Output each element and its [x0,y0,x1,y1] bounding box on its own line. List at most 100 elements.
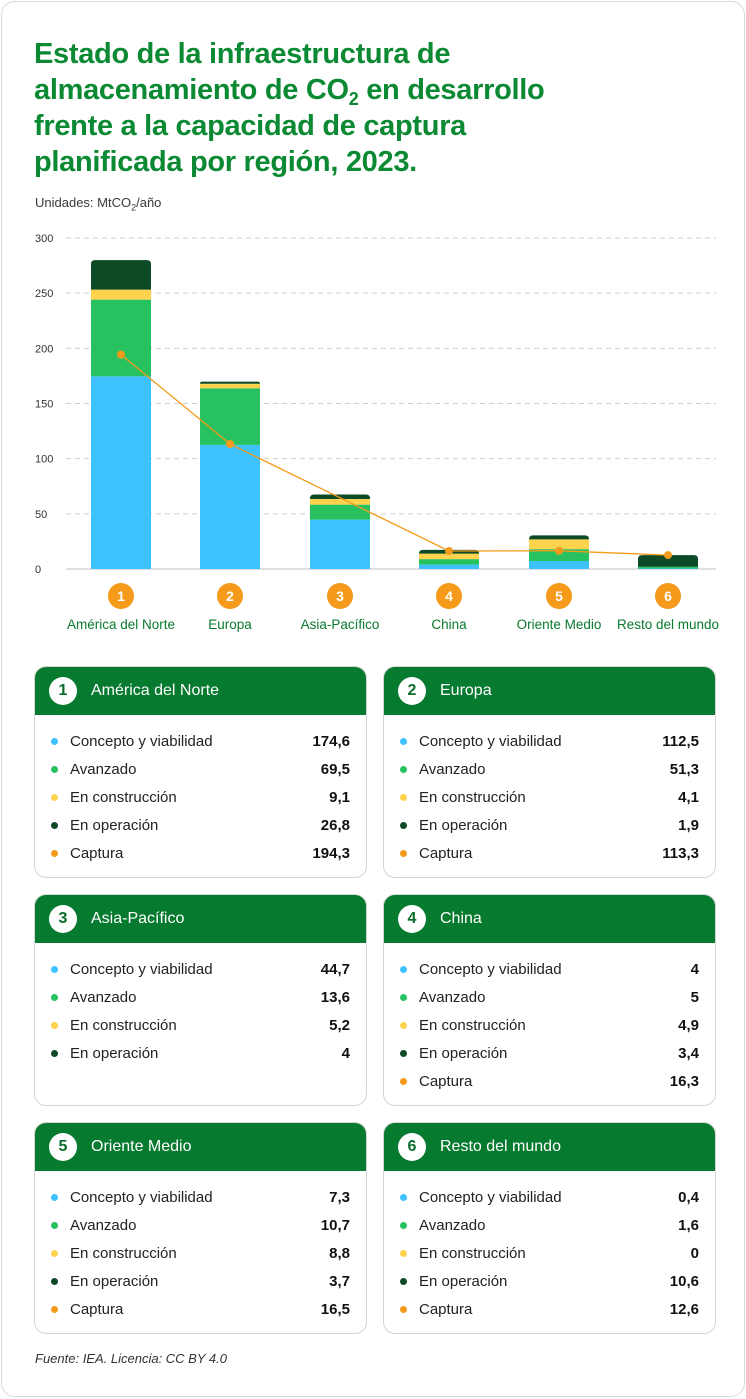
legend-dot-icon [400,994,407,1001]
legend-dot-icon [51,794,58,801]
bar-segment-concepto [529,561,589,569]
row-label: Captura [419,1301,670,1318]
bar-segment-construccion [310,499,370,505]
row-label: Concepto y viabilidad [70,961,321,978]
row-label: Avanzado [419,761,670,778]
capture-point [664,551,672,559]
row-label: Avanzado [70,1217,321,1234]
bar-segment-avanzado [310,505,370,520]
row-label: Avanzado [419,1217,678,1234]
legend-dot-icon [51,1306,58,1313]
row-label: Concepto y viabilidad [70,733,312,750]
title-line-3: frente a la capacidad de captura [34,110,466,142]
legend-dot-icon [51,1278,58,1285]
row-value: 1,6 [678,1217,699,1234]
category-number: 5 [555,588,563,604]
row-value: 5 [691,989,699,1006]
row-value: 10,7 [321,1217,350,1234]
row-label: Concepto y viabilidad [419,1189,678,1206]
card-title: Asia-Pacífico [91,910,184,928]
capture-point [445,547,453,555]
row-label: En construcción [419,1017,678,1034]
legend-dot-icon [51,994,58,1001]
bar-segment-concepto [310,520,370,569]
row-value: 3,7 [329,1273,350,1290]
legend-dot-icon [400,850,407,857]
capture-point [226,440,234,448]
row-value: 4,1 [678,789,699,806]
legend-dot-icon [51,738,58,745]
card-number-badge: 6 [398,1133,426,1161]
row-label: En operación [70,1273,329,1290]
units-prefix: Unidades: MtCO [35,195,131,210]
row-label: Captura [419,1073,670,1090]
card-title: Europa [440,682,492,700]
row-value: 13,6 [321,989,350,1006]
row-value: 9,1 [329,789,350,806]
bar-segment-operacion [91,260,151,290]
row-value: 113,3 [662,845,699,862]
category-number: 4 [445,588,453,604]
category-number: 1 [117,588,125,604]
row-value: 0,4 [678,1189,699,1206]
category-number: 3 [336,588,344,604]
y-tick-label: 300 [35,233,53,245]
row-label: Avanzado [70,761,321,778]
row-value: 5,2 [329,1017,350,1034]
category-number: 6 [664,588,672,604]
row-value: 16,3 [670,1073,699,1090]
bar-segment-avanzado [419,559,479,565]
row-value: 3,4 [678,1045,699,1062]
row-label: Captura [70,845,312,862]
row-label: En construcción [419,1245,691,1262]
category-label: América del Norte [67,617,175,632]
legend-dot-icon [51,1194,58,1201]
row-value: 4,9 [678,1017,699,1034]
bar-segment-operacion [529,535,589,539]
row-value: 26,8 [321,817,350,834]
category-label: Europa [208,617,252,632]
row-label: En construcción [70,1017,329,1034]
bar-segment-operacion [200,382,260,384]
row-value: 0 [691,1245,699,1262]
title-subscript: 2 [349,89,359,109]
source-note: Fuente: IEA. Licencia: CC BY 4.0 [35,1351,227,1366]
row-label: Concepto y viabilidad [419,961,691,978]
card-number-badge: 1 [49,677,77,705]
legend-dot-icon [400,1278,407,1285]
row-value: 112,5 [662,733,699,750]
row-value: 174,6 [312,733,350,750]
legend-dot-icon [400,794,407,801]
legend-dot-icon [51,1250,58,1257]
